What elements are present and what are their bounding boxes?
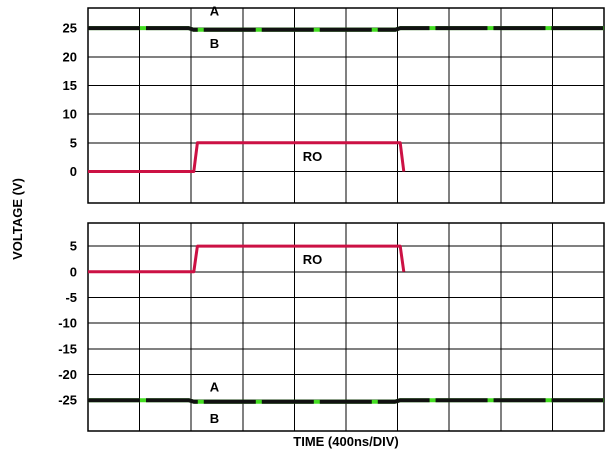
top-y-tick-label: 15	[63, 78, 77, 93]
bottom-y-tick-label: -5	[65, 290, 77, 305]
top-annotations: ABROVID = ±1V	[210, 3, 323, 164]
top-y-tick-label: 20	[63, 49, 77, 64]
top-trace-A	[88, 26, 604, 32]
bottom-y-tick-label: 5	[70, 239, 77, 254]
bottom-annotation: A	[210, 379, 220, 394]
top-trace-RO	[88, 141, 406, 173]
x-axis-label: TIME (400ns/DIV)	[293, 434, 398, 449]
bottom-y-ticks: 5 0 -5 -10 -15 -20 -25	[58, 239, 77, 408]
top-annotation: RO	[303, 149, 323, 164]
bottom-y-tick-label: -25	[58, 393, 77, 408]
bottom-y-tick-label: 0	[70, 264, 77, 279]
top-y-ticks: 0 5 10 15 20 25	[63, 21, 77, 179]
bottom-y-tick-label: -15	[58, 341, 77, 356]
bottom-annotations: A B RO	[210, 252, 322, 426]
top-y-tick-label: 10	[63, 107, 77, 122]
top-y-tick-label: 25	[63, 21, 77, 36]
top-y-tick-label: 5	[70, 135, 77, 150]
bottom-traces	[88, 244, 604, 404]
top-annotation: B	[210, 36, 219, 51]
bottom-y-tick-label: -10	[58, 316, 77, 331]
top-y-tick-label: 0	[70, 164, 77, 179]
top-annotation: A	[210, 3, 220, 18]
bottom-annotation: B	[210, 411, 219, 426]
bottom-trace-A	[88, 398, 604, 404]
y-axis-label: VOLTAGE (V)	[10, 178, 25, 260]
bottom-y-tick-label: -20	[58, 367, 77, 382]
bottom-annotation: RO	[303, 252, 323, 267]
bottom-trace-RO	[88, 244, 406, 274]
top-traces	[88, 26, 604, 173]
